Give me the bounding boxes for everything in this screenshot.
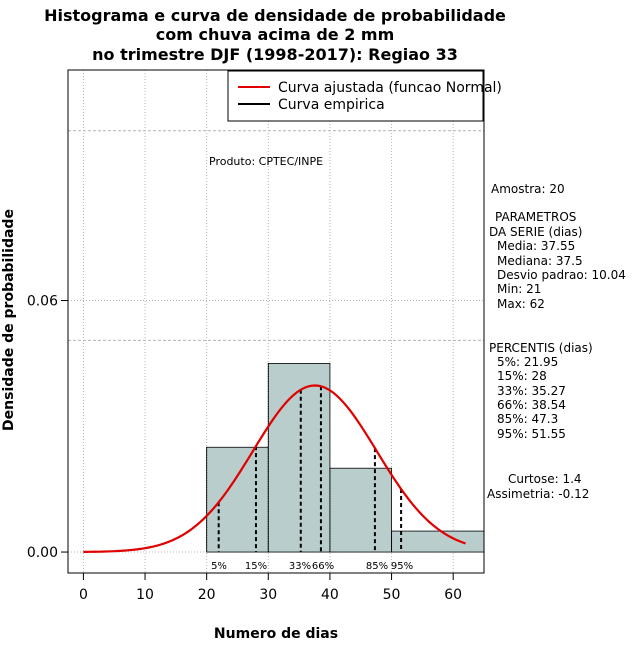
x-tick-label-4: 40 (321, 587, 339, 603)
stat-max: Max: 62 (497, 297, 545, 311)
percentile-label-1: 15% (245, 561, 267, 572)
stat-p15: 15%: 28 (497, 369, 547, 383)
y-axis: 0.00 0.06 (27, 294, 69, 561)
histogram-bar-2 (329, 467, 392, 553)
stat-media: Media: 37.55 (497, 239, 575, 253)
percentile-label-4: 85% (366, 561, 388, 572)
x-tick-label-5: 50 (383, 587, 401, 603)
y-tick-label-0: 0.00 (27, 545, 58, 561)
stat-params-title-1: PARAMETROS (495, 210, 576, 224)
x-tick-label-1: 10 (136, 587, 154, 603)
stat-assimetria: Assimetria: -0.12 (487, 487, 589, 501)
legend-empirical-label: Curva empirica (278, 97, 385, 113)
x-axis: 0 10 20 30 40 50 60 (79, 572, 462, 603)
percentile-label-5: 95% (391, 561, 413, 572)
histogram-bar-0 (206, 446, 269, 553)
x-tick-label-2: 20 (198, 587, 216, 603)
fitted-normal-curve (83, 384, 466, 553)
stat-percentis-title: PERCENTIS (dias) (489, 341, 593, 355)
percentile-label-2: 33% (289, 561, 311, 572)
stat-min: Min: 21 (497, 282, 541, 296)
stat-p85: 85%: 47.3 (497, 412, 558, 426)
x-tick-label-3: 30 (259, 587, 277, 603)
y-axis-label: Densidade de probabilidade (1, 209, 17, 431)
stat-p95: 95%: 51.55 (497, 427, 566, 441)
stats-panel: Amostra: 20 PARAMETROS DA SERIE (dias) M… (487, 182, 626, 501)
percentile-label-3: 66% (312, 561, 334, 572)
stat-mediana: Mediana: 37.5 (497, 254, 583, 268)
histogram-bar-1 (267, 363, 331, 553)
percentile-label-0: 5% (211, 561, 227, 572)
legend-box (227, 70, 484, 122)
percentile-lines: 5% 15% 33% 66% 85% 95% (211, 386, 413, 572)
histogram-bar-3 (391, 530, 485, 553)
stat-sample: Amostra: 20 (491, 182, 565, 196)
legend-fitted-label: Curva ajustada (funcao Normal) (278, 80, 502, 96)
product-annotation: Produto: CPTEC/INPE (209, 155, 323, 168)
stat-desvio: Desvio padrao: 10.04 (497, 268, 626, 282)
x-tick-label-6: 60 (444, 587, 462, 603)
stat-p66: 66%: 38.54 (497, 398, 566, 412)
chart-title-line-2: com chuva acima de 2 mm (156, 25, 395, 44)
chart-title-line-1: Histograma e curva de densidade de proba… (44, 6, 506, 25)
x-tick-label-0: 0 (79, 587, 88, 603)
stat-curtose: Curtose: 1.4 (508, 472, 582, 486)
histogram-bars (206, 363, 485, 553)
x-axis-label: Numero de dias (214, 626, 338, 642)
y-tick-label-1: 0.06 (27, 294, 58, 310)
fitted-curve-group (83, 384, 466, 553)
stat-p33: 33%: 35.27 (497, 384, 566, 398)
legend: Curva ajustada (funcao Normal) Curva emp… (227, 70, 502, 122)
stat-p5: 5%: 21.95 (497, 355, 558, 369)
stat-params-title-2: DA SERIE (dias) (489, 225, 582, 239)
chart-title-line-3: no trimestre DJF (1998-2017): Regiao 33 (92, 45, 458, 64)
